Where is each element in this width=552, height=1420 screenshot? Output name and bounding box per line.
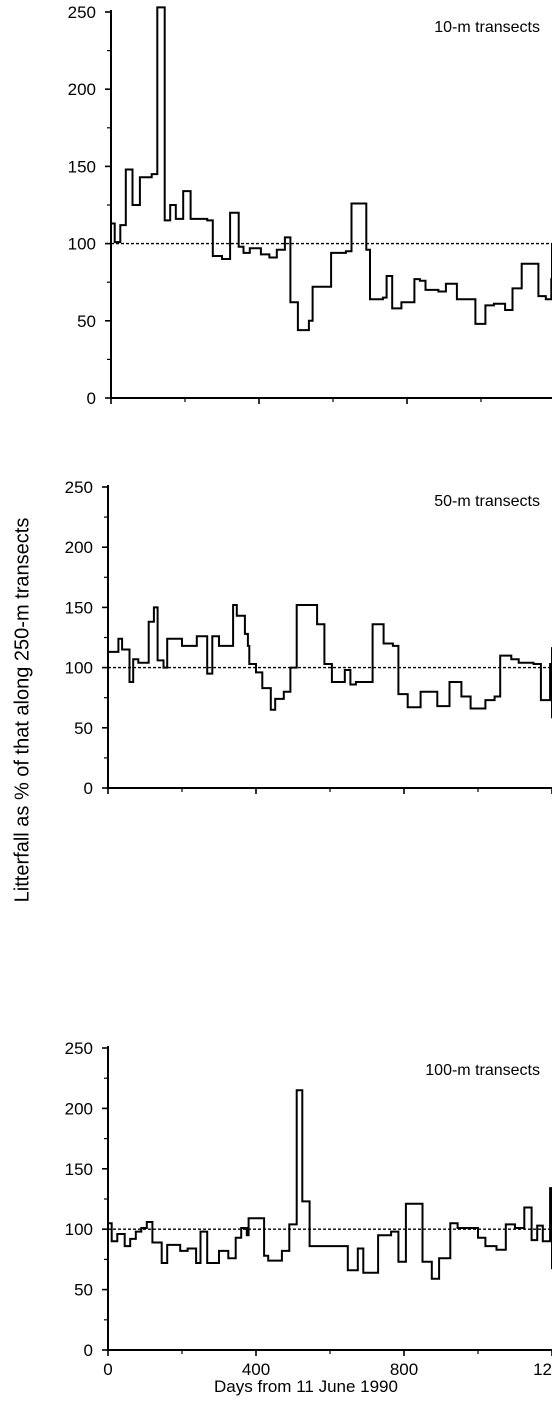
x-tick-label: 800 — [390, 1360, 418, 1379]
x-tick-label: 400 — [242, 1360, 270, 1379]
y-tick-label: 250 — [65, 1039, 93, 1058]
y-tick-label: 0 — [84, 779, 93, 798]
y-tick-label: 200 — [65, 1099, 93, 1118]
y-tick-label: 200 — [68, 80, 96, 99]
series-step-line — [108, 1089, 552, 1280]
panel-50m: 0 50 100 150 200 250 50-m transects — [65, 478, 552, 798]
y-tick-label: 50 — [74, 719, 93, 738]
y-tick-label: 250 — [68, 3, 96, 22]
series-step-line — [111, 6, 552, 332]
y-axis-label: Litterfall as % of that along 250-m tran… — [11, 517, 34, 903]
y-tick-label: 150 — [68, 157, 96, 176]
x-tick-label: 1200 — [533, 1360, 552, 1379]
panel-title: 10-m transects — [434, 19, 540, 36]
y-tick-label: 100 — [65, 659, 93, 678]
y-tick-label: 50 — [77, 312, 96, 331]
x-axis-label: Days from 11 June 1990 — [214, 1377, 398, 1396]
panel-10m: 0 50 100 150 200 250 10-m transects — [68, 3, 552, 408]
y-tick-label: 0 — [87, 389, 96, 408]
y-tick-label: 150 — [65, 598, 93, 617]
y-tick-label: 100 — [68, 235, 96, 254]
y-tick-label: 250 — [65, 478, 93, 497]
panel-100m: 0 50 100 150 200 250 0 400 800 1200 100-m transect… — [65, 1039, 552, 1379]
panel-title: 50-m transects — [434, 493, 540, 510]
y-tick-label: 150 — [65, 1160, 93, 1179]
y-tick-label: 100 — [65, 1220, 93, 1239]
series-step-line — [108, 604, 552, 719]
panel-title: 100-m transects — [425, 1062, 540, 1079]
y-tick-label: 50 — [74, 1281, 93, 1300]
y-tick-label: 0 — [84, 1341, 93, 1360]
y-tick-label: 200 — [65, 538, 93, 557]
x-tick-label: 0 — [103, 1360, 112, 1379]
